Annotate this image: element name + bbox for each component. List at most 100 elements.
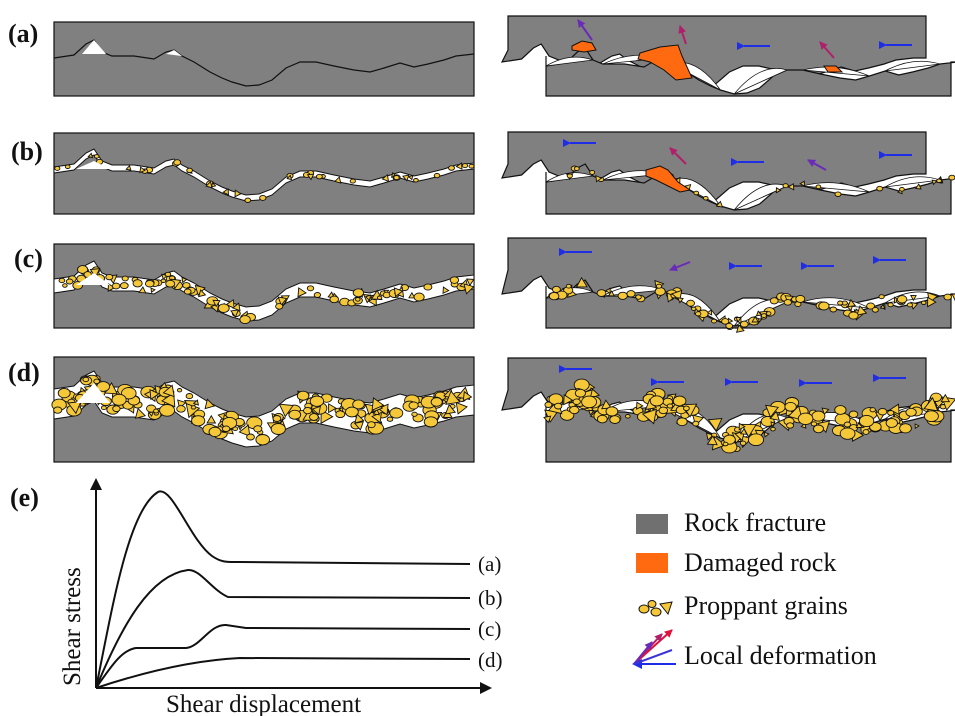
proppant-grain: [899, 423, 912, 434]
proppant-grain: [162, 384, 175, 398]
proppant-grain: [815, 184, 822, 190]
proppant-grain: [278, 403, 294, 418]
proppant-grain: [232, 302, 241, 312]
proppant-grain: [65, 278, 74, 285]
proppant-grain: [763, 431, 770, 438]
proppant-grain: [563, 394, 574, 406]
proppant-grain: [444, 403, 457, 415]
proppant-grain: [948, 174, 955, 181]
rock-block: [53, 132, 475, 215]
void: [82, 40, 106, 54]
proppant-grain: [353, 421, 364, 431]
proppant-grain: [77, 265, 89, 274]
panel-label-d: (d): [8, 358, 40, 387]
proppant-grain: [272, 415, 282, 422]
proppant-grain: [837, 300, 844, 306]
proppant-grain: [866, 302, 876, 310]
proppant-grain: [112, 405, 121, 413]
proppant-grain: [641, 408, 657, 425]
proppant-grain: [255, 434, 270, 446]
proppant-grain: [93, 378, 101, 385]
proppant-grain: [144, 279, 155, 288]
proppant-grain: [87, 152, 94, 159]
proppant-grain: [338, 406, 344, 413]
panel-label-a: (a): [8, 19, 38, 48]
proppant-grain: [848, 311, 859, 320]
proppant-grain: [198, 289, 207, 298]
proppant-grain: [165, 279, 176, 288]
proppant-grain: [402, 174, 410, 182]
proppant-grain: [275, 303, 284, 310]
proppant-grain: [943, 293, 952, 301]
proppant-grain: [119, 282, 129, 290]
proppant-grain: [277, 296, 288, 306]
proppant-grain: [899, 186, 905, 192]
proppant-grain: [691, 306, 697, 311]
proppant-grain: [352, 399, 365, 410]
proppant-grain: [931, 179, 938, 186]
proppant-grain: [315, 173, 323, 180]
proppant-grain: [707, 417, 723, 432]
proppant-grain: [328, 403, 338, 414]
proppant-grain: [372, 408, 381, 416]
shear-stress-plot: Shear stress Shear displacement (a) (b) …: [59, 478, 503, 716]
proppant-grain: [810, 421, 818, 427]
proppant-grain: [173, 159, 182, 166]
proppant-grain: [159, 404, 176, 417]
proppant-grain: [686, 299, 695, 307]
proppant-grain: [858, 414, 875, 428]
fracture-opening: [545, 56, 594, 67]
proppant-grain: [64, 164, 71, 169]
proppant-grain: [910, 295, 917, 302]
proppant-grain: [355, 297, 361, 302]
legend-swatch-damaged: [636, 553, 668, 573]
proppant-grain: [920, 300, 927, 305]
proppant-grain: [222, 187, 230, 196]
proppant-grain: [352, 288, 365, 298]
proppant-grain: [125, 164, 132, 171]
void: [76, 273, 110, 285]
proppant-grain: [940, 393, 951, 403]
proppant-grain: [683, 405, 690, 412]
proppant-grain: [449, 276, 460, 284]
proppant-grain: [67, 400, 82, 415]
proppant-grain: [468, 163, 475, 169]
proppant-grain: [313, 292, 322, 298]
proppant-grain: [672, 395, 687, 407]
curve-label-c: (c): [478, 617, 501, 641]
legend-swatch-rock: [636, 514, 668, 534]
proppant-grain: [887, 302, 894, 308]
proppant-grain: [306, 173, 315, 181]
proppant-grain: [139, 166, 146, 174]
proppant-grain: [381, 173, 390, 182]
proppant-grain: [413, 292, 425, 302]
proppant-grain: [230, 309, 240, 318]
proppant-grain: [306, 285, 315, 292]
damaged-rock-a-1: [571, 40, 597, 53]
proppant-grain: [677, 297, 684, 304]
curve-a: [95, 490, 471, 689]
panel-c-left-fracture: [53, 243, 475, 329]
proppant-grain: [543, 415, 552, 424]
proppant-grain: [914, 423, 920, 429]
proppant-grain: [617, 291, 628, 300]
proppant-grain: [951, 293, 955, 302]
y-axis-label: Shear stress: [59, 567, 86, 686]
proppant-grain: [132, 279, 143, 288]
proppant-grain: [607, 290, 615, 297]
proppant-grain: [569, 405, 580, 415]
curve-label-b: (b): [478, 586, 503, 610]
proppant-grain: [423, 416, 439, 428]
proppant-grain: [889, 403, 900, 416]
proppant-grain: [703, 195, 709, 201]
proppant-grain: [54, 165, 61, 171]
proppant-grain: [862, 429, 870, 435]
proppant-grain: [82, 376, 90, 383]
proppant-grain: [466, 278, 475, 287]
proppant-grain: [843, 421, 852, 428]
proppant-grain: [834, 191, 842, 197]
proppant-grain: [725, 322, 734, 329]
proppant-grain: [566, 173, 573, 179]
proppant-grain: [596, 289, 607, 297]
proppant-grain: [885, 418, 898, 428]
